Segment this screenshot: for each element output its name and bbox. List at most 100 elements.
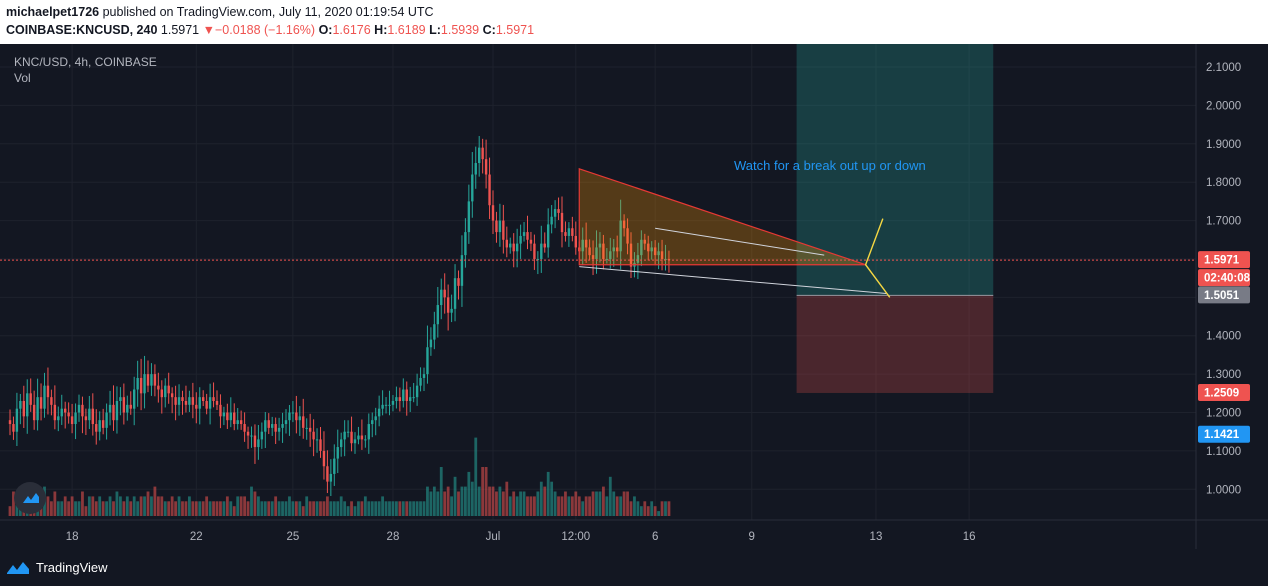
candle-body xyxy=(450,308,453,313)
candle-body xyxy=(250,435,253,437)
publish-line: michaelpet1726 published on TradingView.… xyxy=(6,5,434,19)
annotation-text[interactable]: Watch for a break out up or down xyxy=(734,158,926,173)
volume-bar xyxy=(391,501,395,516)
position-zones xyxy=(796,44,994,393)
x-tick-label: 22 xyxy=(190,531,203,543)
candle-body xyxy=(629,243,633,267)
price-tag xyxy=(1198,286,1250,304)
candle-body xyxy=(543,243,546,248)
volume-bar xyxy=(198,501,202,516)
candle-body xyxy=(353,439,357,444)
volume-bar xyxy=(608,476,612,516)
volume-bar xyxy=(384,501,388,516)
volume-bar xyxy=(491,486,495,516)
candle-body xyxy=(533,243,536,259)
candle-body xyxy=(660,251,664,259)
candle-body xyxy=(391,401,395,405)
candle-body xyxy=(436,305,439,325)
candle-body xyxy=(498,220,502,233)
volume-bar xyxy=(219,501,222,516)
volume-bar xyxy=(415,501,419,516)
volume-bar xyxy=(419,501,422,516)
volume-bar xyxy=(326,496,329,516)
stop-zone xyxy=(796,295,994,393)
candle-body xyxy=(377,408,381,417)
volume-bar xyxy=(263,501,267,516)
candle-body xyxy=(553,209,557,217)
symbol-label: COINBASE:KNCUSD, 240 xyxy=(6,23,158,37)
candle-body xyxy=(271,424,274,428)
candle-body xyxy=(174,397,177,405)
volume-bar xyxy=(146,491,150,516)
candle-body xyxy=(212,397,215,401)
volume-bar xyxy=(653,506,657,516)
plot-background xyxy=(0,44,1196,520)
candle-body xyxy=(112,404,115,421)
candle-body xyxy=(471,174,474,202)
candle-body xyxy=(295,412,298,421)
candle-body xyxy=(19,401,22,409)
volume-bar xyxy=(291,501,295,516)
low-label: L: xyxy=(429,23,441,37)
volume-bar xyxy=(367,501,371,516)
candle-body xyxy=(177,397,181,405)
publish-info: published on TradingView.com, July 11, 2… xyxy=(102,5,434,19)
footer-bar xyxy=(0,552,1268,586)
candle-body xyxy=(122,397,126,413)
volume-bar xyxy=(81,491,84,516)
candle-body xyxy=(381,404,384,409)
volume-bar xyxy=(450,496,453,516)
volume-bar xyxy=(422,501,426,516)
tradingview-float-icon[interactable] xyxy=(14,482,46,514)
volume-bar xyxy=(664,501,667,516)
candle-body xyxy=(622,220,626,229)
brand[interactable]: TradingView xyxy=(6,560,108,575)
volume-bar xyxy=(408,501,412,516)
candle-body xyxy=(422,374,426,378)
volume-bar xyxy=(505,481,509,516)
volume-bar xyxy=(322,501,326,516)
price-chart[interactable]: 2.10002.00001.90001.80001.70001.60001.50… xyxy=(0,44,1268,552)
high-value: 1.6189 xyxy=(387,23,426,37)
candle-body xyxy=(305,427,308,429)
author-name[interactable]: michaelpet1726 xyxy=(6,5,100,19)
volume-bar xyxy=(60,501,64,516)
candle-body xyxy=(312,431,315,440)
candle-body xyxy=(157,385,160,390)
volume-bar xyxy=(101,501,105,516)
volume-bar xyxy=(560,496,564,516)
volume-bar xyxy=(163,501,167,516)
candle-body xyxy=(547,224,550,248)
candle-body xyxy=(557,209,560,213)
candle-body xyxy=(8,420,12,425)
candle-body xyxy=(350,431,353,444)
volume-bar xyxy=(181,501,184,516)
volume-bar xyxy=(570,496,574,516)
legend-title: KNC/USD, 4h, COINBASE xyxy=(14,55,157,69)
candle-body xyxy=(15,408,19,432)
volume-bar xyxy=(229,501,233,516)
down-arrow-icon: ▼ xyxy=(202,23,215,37)
volume-bar xyxy=(191,501,195,516)
breakout-zigzag xyxy=(864,218,891,298)
volume-bar xyxy=(188,496,191,516)
candle-body xyxy=(412,397,415,399)
candle-body xyxy=(22,401,25,417)
volume-bar xyxy=(184,501,188,516)
candle-body xyxy=(246,431,250,436)
volume-bar xyxy=(546,471,550,516)
volume-bar xyxy=(629,501,633,516)
volume-bar xyxy=(122,501,126,516)
candle-body xyxy=(460,255,464,286)
volume-bar xyxy=(91,496,95,516)
volume-bar xyxy=(657,511,660,516)
volume-bar xyxy=(398,501,402,516)
drawings[interactable] xyxy=(0,167,1196,298)
candle-body xyxy=(184,401,188,405)
candle-body xyxy=(267,420,270,428)
candle-body xyxy=(505,239,508,248)
y-tick-label: 1.4000 xyxy=(1206,331,1241,343)
candle-body xyxy=(291,412,295,414)
candle-body xyxy=(29,393,32,405)
volume-bar xyxy=(319,501,322,516)
